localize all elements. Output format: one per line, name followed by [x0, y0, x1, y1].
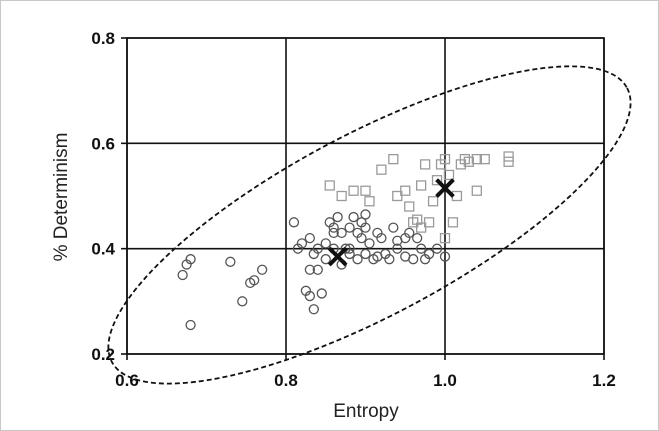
square-data-point: [324, 180, 335, 191]
y-tick-label: 0.4: [91, 240, 115, 259]
square-data-point: [463, 156, 475, 167]
circle-data-point: [332, 211, 343, 223]
plot-frame: [126, 37, 605, 355]
square-data-point: [427, 196, 439, 207]
circle-data-point: [304, 290, 316, 302]
square-data-point: [348, 185, 359, 196]
circle-data-point: [372, 251, 383, 262]
confidence-ellipse-layer: [107, 65, 632, 385]
square-data-point: [400, 185, 411, 196]
square-data-point: [447, 217, 459, 228]
circle-data-point: [288, 217, 300, 228]
circle-data-point: [408, 254, 419, 265]
circle-data-point: [308, 304, 319, 315]
circle-data-point: [304, 232, 316, 244]
circle-data-point: [312, 243, 323, 254]
circle-data-point: [392, 235, 403, 246]
circle-data-point: [360, 209, 371, 220]
circle-data-point: [185, 319, 196, 331]
circle-data-point: [392, 243, 403, 254]
square-data-point: [392, 190, 403, 202]
centroid-x-marker: [435, 178, 455, 198]
square-data-point: [415, 222, 427, 233]
circle-data-point: [225, 256, 236, 267]
square-data-point: [364, 196, 375, 207]
circle-data-point: [328, 222, 339, 233]
circle-data-point: [320, 238, 331, 249]
square-data-point: [360, 185, 371, 196]
x-tick-label: 1.2: [592, 371, 616, 390]
y-tick-label: 0.6: [91, 134, 115, 153]
circle-data-point: [360, 222, 371, 233]
circle-data-point: [352, 254, 363, 265]
square-data-point: [503, 156, 514, 167]
y-tick-label: 0.8: [91, 29, 115, 48]
data-points-layer: [177, 151, 514, 331]
x-tick-label: 0.6: [115, 371, 139, 390]
square-data-point: [471, 153, 482, 165]
square-data-point: [419, 159, 431, 170]
square-data-point: [336, 190, 347, 202]
tick-labels-layer: 0.2 0.4 0.6 0.8 0.6 0.8 1.0 1.2: [91, 29, 615, 390]
circle-data-point: [256, 264, 268, 275]
square-data-point: [439, 153, 451, 165]
circle-data-point: [296, 238, 308, 249]
square-data-point: [431, 175, 443, 186]
centroid-x-marker: [327, 246, 348, 267]
circle-data-point: [412, 232, 423, 244]
centroid-layer: [327, 178, 455, 267]
circle-data-point: [312, 264, 323, 275]
circle-data-point: [304, 264, 316, 275]
x-tick-label: 0.8: [274, 371, 298, 390]
square-data-point: [376, 164, 387, 175]
circle-data-point: [320, 254, 331, 265]
circle-data-point: [388, 222, 399, 233]
square-data-point: [423, 217, 435, 228]
circle-data-point: [360, 248, 371, 260]
x-tick-label: 1.0: [433, 371, 457, 390]
square-data-point: [404, 201, 415, 212]
circle-data-point: [348, 211, 359, 223]
circle-data-point: [328, 227, 339, 239]
square-data-point: [479, 153, 490, 165]
circle-data-point: [356, 232, 367, 244]
circle-data-point: [344, 222, 355, 233]
circle-data-point: [336, 227, 347, 239]
y-axis-title: % Determinism: [51, 133, 72, 262]
circle-data-point: [364, 238, 375, 249]
square-data-point: [388, 153, 399, 165]
square-data-point: [503, 151, 514, 162]
square-data-point: [443, 169, 455, 181]
circle-data-point: [316, 288, 327, 299]
circle-data-point: [177, 269, 188, 281]
grid-layer: [121, 37, 605, 360]
circle-data-point: [344, 248, 355, 260]
circle-data-point: [415, 243, 427, 254]
circle-data-point: [237, 296, 248, 307]
circle-data-point: [423, 248, 435, 260]
y-tick-label: 0.2: [91, 345, 115, 364]
dashed-ellipse: [107, 65, 632, 385]
circle-data-point: [439, 251, 451, 262]
circle-data-point: [185, 254, 196, 265]
square-data-point: [439, 232, 451, 244]
circle-data-point: [384, 254, 395, 265]
square-data-point: [415, 180, 427, 191]
circle-data-point: [249, 275, 260, 286]
circle-data-point: [431, 243, 443, 254]
x-axis-title: Entropy: [333, 401, 399, 422]
square-data-point: [471, 185, 482, 196]
circle-data-point: [376, 232, 387, 244]
